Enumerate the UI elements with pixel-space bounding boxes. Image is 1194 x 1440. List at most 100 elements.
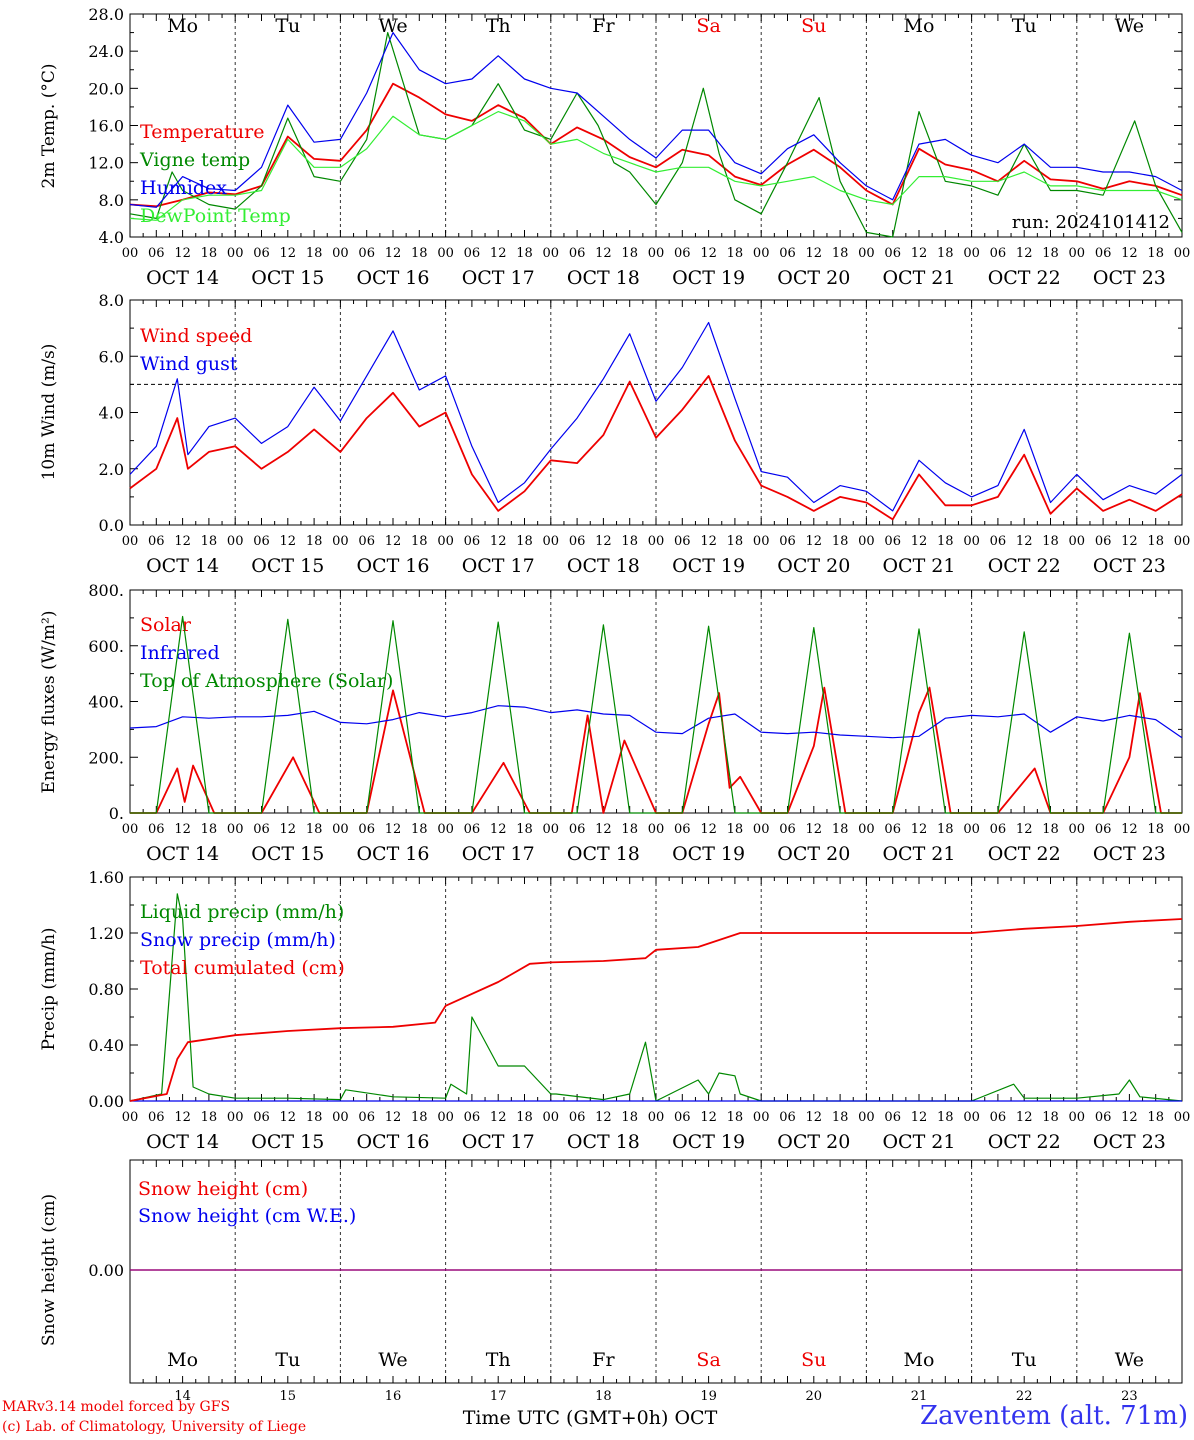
series-line-wind-gust [129, 321, 1183, 512]
legend-entry: Snow precip (mm/h) [140, 929, 336, 951]
hour-label: 18 [1042, 822, 1059, 837]
hour-label: 06 [884, 1110, 901, 1125]
date-label: OCT 22 [988, 267, 1061, 289]
weekday-label: Tu [275, 15, 300, 37]
y-axis-title: 10m Wind (m/s) [39, 344, 59, 481]
hour-label: 00 [648, 246, 665, 261]
hour-label: 06 [990, 1110, 1007, 1125]
date-label: OCT 15 [251, 843, 324, 865]
hour-label: 18 [1042, 1110, 1059, 1125]
hour-label: 18 [832, 534, 849, 549]
hour-label: 00 [858, 822, 875, 837]
hour-label: 06 [148, 246, 165, 261]
hour-label: 00 [227, 246, 244, 261]
hour-label: 00 [753, 534, 770, 549]
hour-label: 06 [884, 534, 901, 549]
date-label: OCT 21 [882, 1131, 955, 1153]
weekday-label: Fr [592, 1349, 615, 1371]
hour-label: 00 [963, 246, 980, 261]
y-tick-label: 4.0 [99, 404, 124, 423]
hour-label: 12 [280, 534, 297, 549]
hour-label: 12 [806, 1110, 823, 1125]
hour-label: 00 [543, 246, 560, 261]
hour-label: 06 [569, 246, 586, 261]
hour-label: 00 [648, 822, 665, 837]
date-label: OCT 17 [462, 555, 535, 577]
y-axis-title: Snow height (cm) [39, 1194, 59, 1346]
hour-label: 00 [437, 1110, 454, 1125]
hour-label: 06 [674, 534, 691, 549]
hour-label: 06 [674, 822, 691, 837]
hour-label: 06 [990, 822, 1007, 837]
day-number: 16 [385, 1389, 402, 1404]
hour-label: 00 [1174, 534, 1191, 549]
weekday-label: Mo [167, 15, 198, 37]
legend-entry: Wind speed [140, 325, 252, 347]
hour-label: 12 [174, 822, 191, 837]
hour-label: 06 [779, 822, 796, 837]
panel-1: 4.0 8.0 12.0 16.0 20.0 24.0 28.0 2m Temp. (°C) T… [39, 5, 1190, 289]
hour-label: 12 [1016, 534, 1033, 549]
hour-label: 06 [1095, 534, 1112, 549]
hour-label: 00 [753, 822, 770, 837]
date-label: OCT 14 [146, 1131, 219, 1153]
date-label: OCT 19 [672, 1131, 745, 1153]
date-label: OCT 21 [882, 555, 955, 577]
hour-label: 00 [1069, 246, 1086, 261]
series-line-vigne-temp [129, 31, 1183, 238]
day-number: 22 [1016, 1389, 1033, 1404]
y-tick-label: 0.40 [88, 1036, 124, 1055]
hour-label: 12 [385, 1110, 402, 1125]
legend-entry: Top of Atmosphere (Solar) [140, 670, 393, 692]
date-label: OCT 20 [777, 267, 850, 289]
hour-label: 06 [464, 822, 481, 837]
legend-entry: Temperature [140, 121, 264, 143]
series-line-temperature [129, 82, 1183, 208]
hour-label: 12 [385, 246, 402, 261]
hour-label: 18 [727, 1110, 744, 1125]
hour-label: 12 [1016, 822, 1033, 837]
legend-entry: Vigne temp [139, 149, 250, 171]
date-label: OCT 14 [146, 267, 219, 289]
panel-3: 0. 200. 400. 600. 800. Energy fluxes (W/m²) So… [39, 581, 1190, 865]
hour-label: 00 [1174, 1110, 1191, 1125]
hour-label: 00 [227, 822, 244, 837]
hour-label: 18 [621, 822, 638, 837]
y-tick-label: 0.0 [99, 516, 124, 535]
hour-label: 12 [700, 246, 717, 261]
hour-label: 12 [806, 822, 823, 837]
hour-label: 18 [727, 822, 744, 837]
hour-label: 06 [464, 246, 481, 261]
hour-label: 06 [253, 1110, 270, 1125]
hour-label: 18 [411, 246, 428, 261]
date-label: OCT 22 [988, 843, 1061, 865]
hour-label: 00 [437, 822, 454, 837]
y-tick-label: 0. [109, 804, 124, 823]
hour-label: 12 [911, 1110, 928, 1125]
date-label: OCT 15 [251, 267, 324, 289]
hour-label: 12 [1016, 246, 1033, 261]
y-tick-label: 24.0 [88, 42, 124, 61]
y-axis-title: Precip (mm/h) [39, 927, 59, 1050]
hour-label: 06 [779, 1110, 796, 1125]
date-label: OCT 14 [146, 843, 219, 865]
hour-label: 18 [411, 1110, 428, 1125]
day-number: 14 [174, 1389, 191, 1404]
hour-label: 18 [1147, 534, 1164, 549]
y-tick-label: 0.00 [88, 1261, 124, 1280]
date-label: OCT 20 [777, 555, 850, 577]
date-label: OCT 23 [1093, 843, 1166, 865]
weekday-label: Su [801, 15, 826, 37]
legend-entry: Wind gust [140, 353, 238, 375]
y-tick-label: 400. [88, 693, 124, 712]
weekday-label: We [1115, 1349, 1144, 1371]
day-number: 17 [490, 1389, 507, 1404]
hour-label: 18 [937, 822, 954, 837]
legend-entry: Snow height (cm W.E.) [138, 1205, 356, 1227]
weekday-label: Mo [167, 1349, 198, 1371]
hour-label: 12 [700, 534, 717, 549]
hour-label: 12 [490, 534, 507, 549]
hour-label: 00 [332, 246, 349, 261]
hour-label: 06 [1095, 822, 1112, 837]
hour-label: 00 [963, 534, 980, 549]
